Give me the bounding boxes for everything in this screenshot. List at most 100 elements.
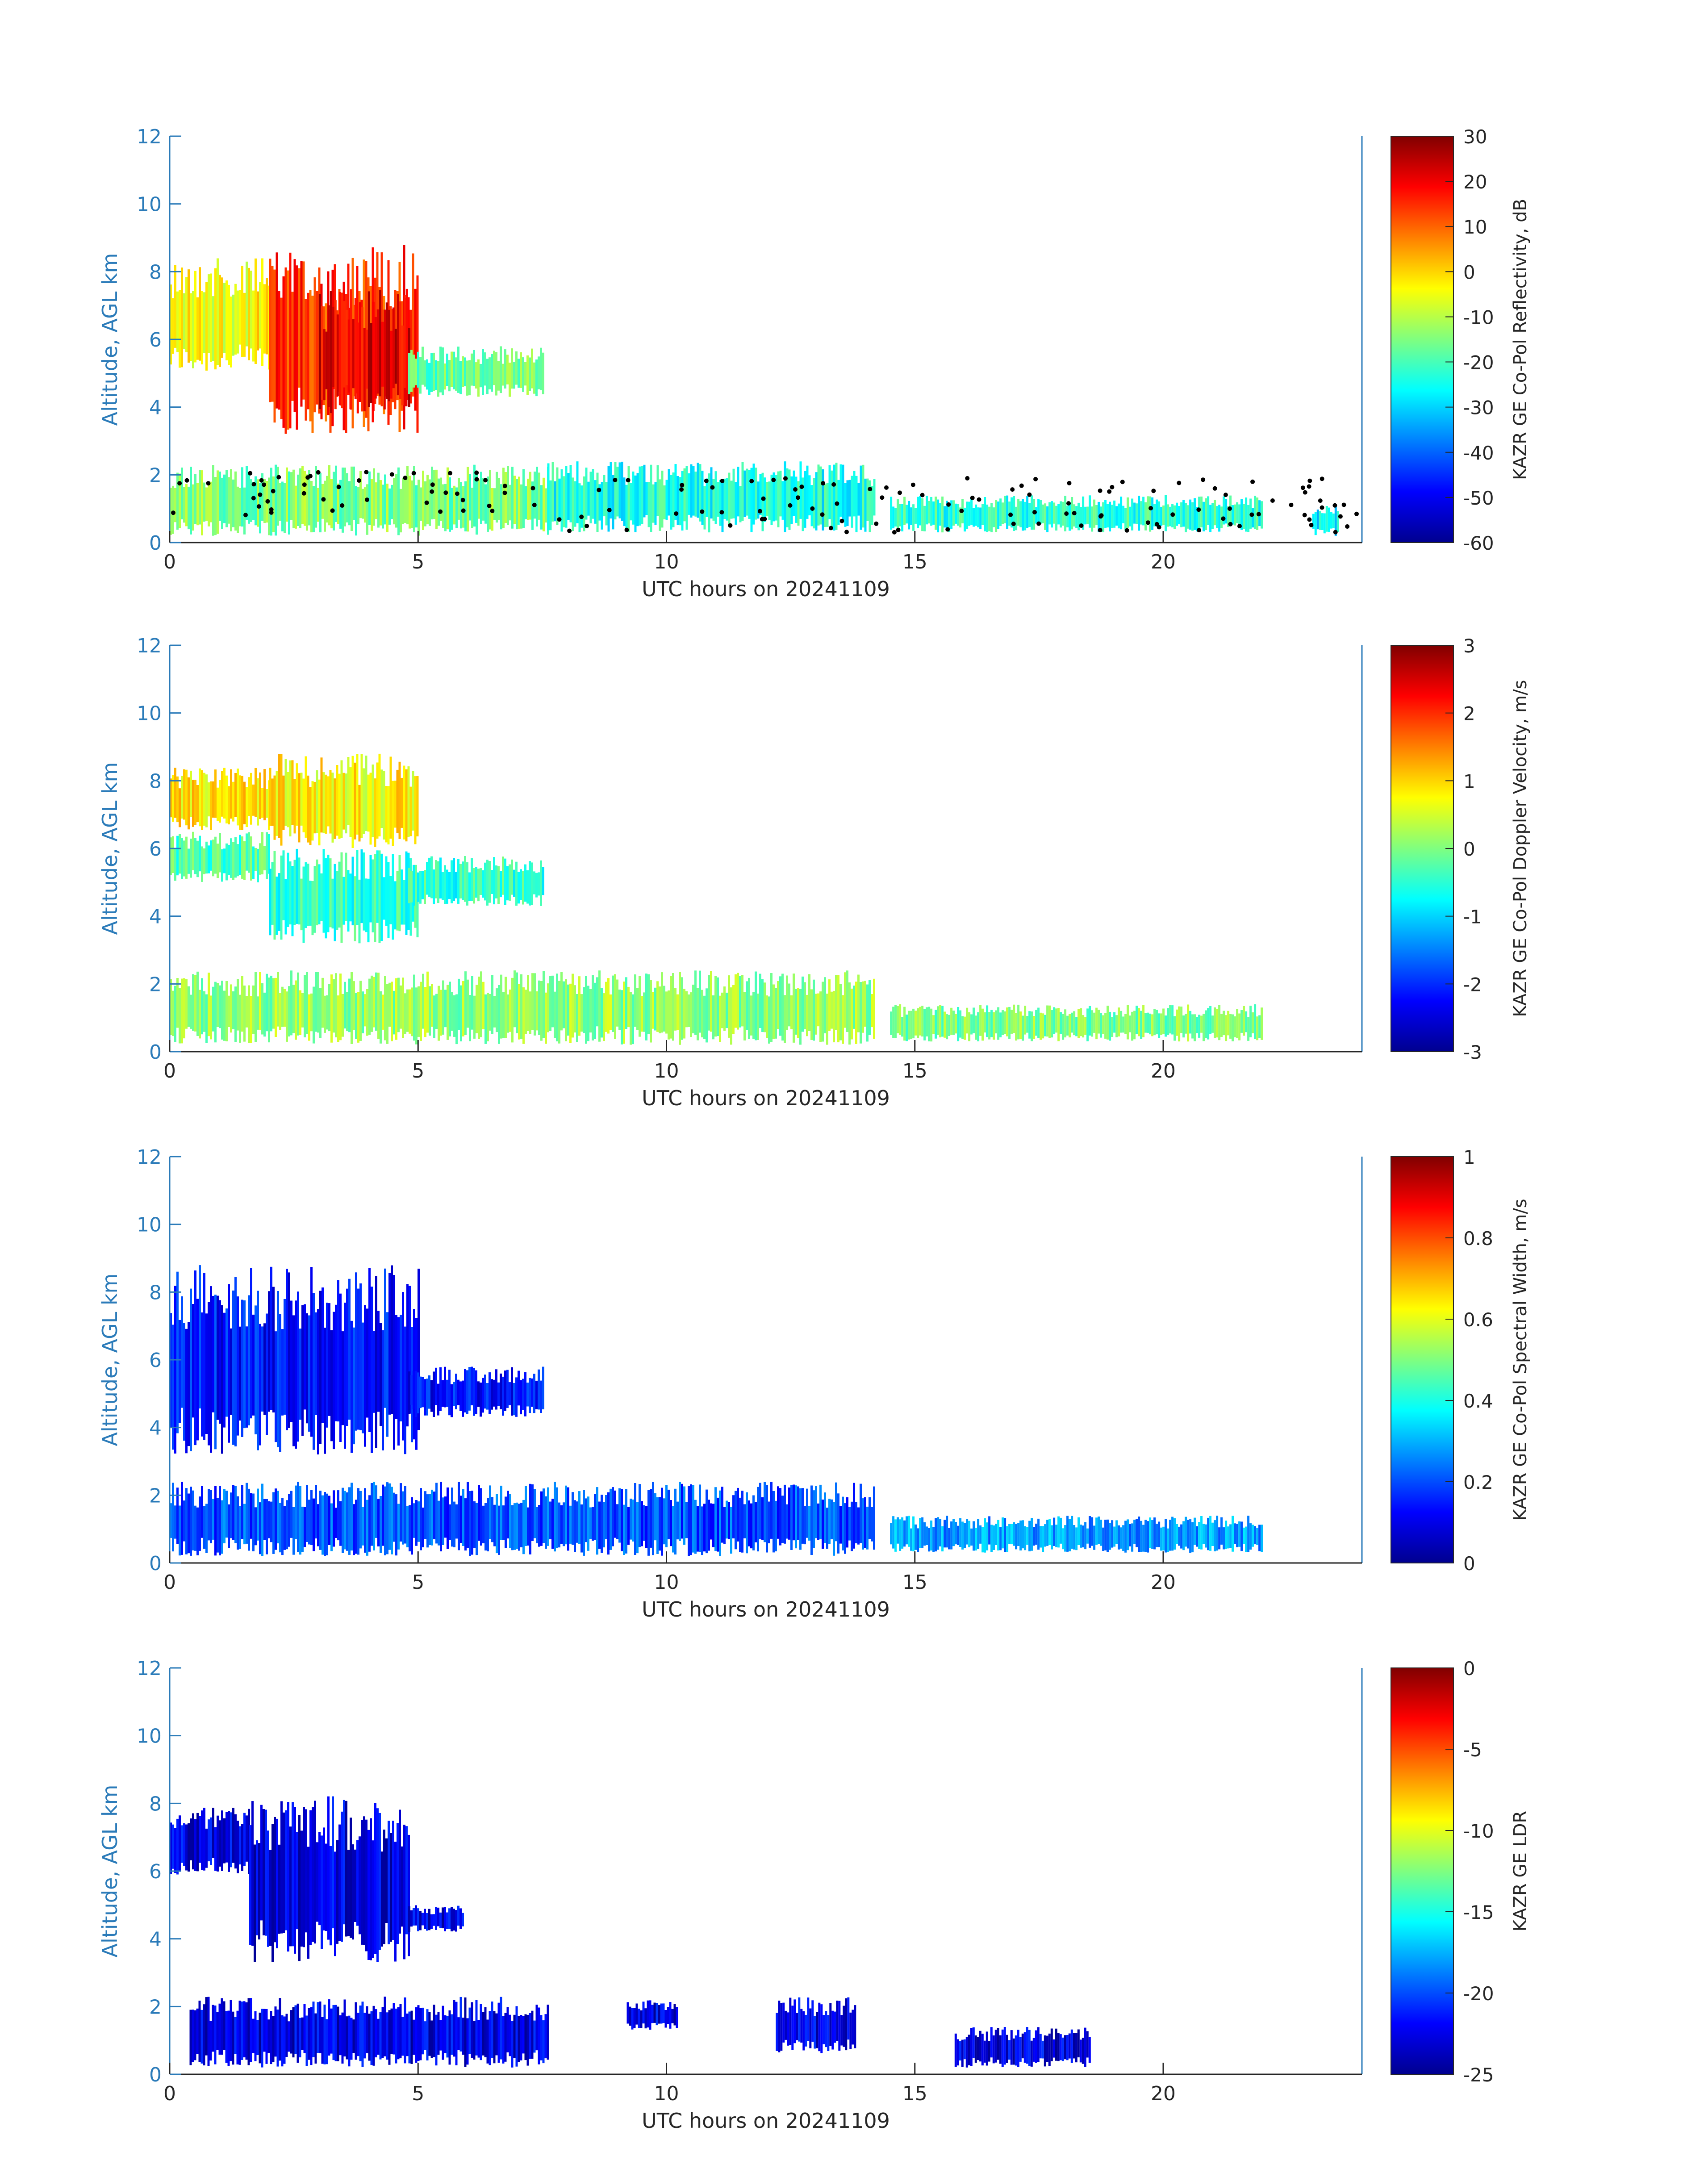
- heatmap-cell: [752, 464, 755, 525]
- heatmap-cell: [1109, 1523, 1111, 1550]
- heatmap-cell: [802, 2011, 805, 2051]
- heatmap-cell: [1048, 1005, 1051, 1038]
- heatmap-cell: [957, 1007, 960, 1041]
- heatmap-cell: [341, 2012, 344, 2064]
- heatmap-cell: [1196, 1526, 1199, 1547]
- heatmap-cell: [921, 1517, 924, 1548]
- heatmap-cell: [350, 2018, 353, 2060]
- heatmap-cell: [336, 314, 339, 396]
- heatmap-cell: [331, 878, 334, 929]
- heatmap-cell: [851, 1501, 853, 1551]
- heatmap-cell: [266, 1313, 268, 1435]
- heatmap-cell: [364, 1488, 366, 1553]
- heatmap-cell: [468, 1367, 471, 1411]
- heatmap-cell: [815, 472, 818, 531]
- heatmap-cell: [1046, 2035, 1048, 2062]
- heatmap-cell: [351, 1320, 353, 1453]
- heatmap-cell: [1198, 1015, 1201, 1038]
- heatmap-cell: [848, 480, 851, 517]
- heatmap-cell: [1093, 1525, 1096, 1550]
- heatmap-cell: [473, 2021, 476, 2060]
- heatmap-cell: [223, 990, 226, 1041]
- heatmap-cell: [358, 879, 361, 944]
- heatmap-cell: [223, 848, 226, 873]
- heatmap-cell: [1169, 1520, 1172, 1551]
- heatmap-cell: [999, 498, 1002, 526]
- heatmap-cell: [430, 1914, 433, 1929]
- heatmap-cell: [638, 2009, 640, 2028]
- heatmap-cell: [460, 985, 462, 1041]
- heatmap-cell: [426, 359, 428, 390]
- heatmap-cell: [367, 1830, 370, 1960]
- ceilometer-point: [243, 513, 248, 518]
- heatmap-cell: [437, 2012, 440, 2055]
- heatmap-cell: [246, 466, 248, 520]
- ceilometer-point: [1250, 479, 1255, 484]
- heatmap-cell: [241, 2002, 243, 2060]
- heatmap-cell: [354, 1849, 356, 1922]
- heatmap-cell: [359, 1836, 361, 1935]
- heatmap-cell: [793, 1999, 796, 2043]
- heatmap-cell: [176, 776, 179, 823]
- heatmap-cell: [208, 973, 210, 1036]
- heatmap-cell: [230, 984, 232, 1033]
- heatmap-cell: [442, 1907, 444, 1929]
- heatmap-cell: [386, 984, 388, 1044]
- heatmap-cell: [1200, 496, 1203, 527]
- heatmap-cell: [426, 2009, 429, 2060]
- heatmap-cell: [829, 2003, 832, 2046]
- heatmap-cell: [1024, 1526, 1027, 1550]
- heatmap-cell: [502, 1505, 505, 1540]
- heatmap-cell: [478, 976, 480, 1039]
- heatmap-cell: [170, 1313, 172, 1427]
- heatmap-cell: [864, 1497, 866, 1548]
- heatmap-cell: [935, 497, 937, 530]
- heatmap-cell: [297, 1482, 299, 1552]
- ceilometer-point: [674, 511, 679, 516]
- heatmap-cell: [263, 1499, 266, 1540]
- heatmap-cell: [307, 775, 309, 843]
- heatmap-cell: [468, 872, 471, 901]
- heatmap-cell: [194, 2010, 196, 2060]
- heatmap-cell: [388, 1483, 391, 1550]
- heatmap-cell: [272, 2016, 275, 2062]
- heatmap-cell: [181, 468, 183, 520]
- ceilometer-point: [884, 485, 889, 490]
- heatmap-cell: [218, 2003, 221, 2055]
- heatmap-cell: [1015, 2035, 1017, 2066]
- heatmap-cell: [728, 472, 731, 526]
- heatmap-cell: [257, 1488, 259, 1541]
- ceilometer-point: [626, 478, 631, 483]
- ceilometer-point: [831, 482, 836, 487]
- heatmap-cell: [650, 464, 652, 532]
- x-axis-label: UTC hours on 20241109: [642, 1086, 890, 1110]
- heatmap-cell: [491, 1497, 493, 1542]
- heatmap-cell: [1104, 1013, 1107, 1039]
- heatmap-cell: [1095, 1517, 1098, 1545]
- heatmap-cell: [828, 1499, 831, 1544]
- heatmap-cell: [489, 994, 491, 1031]
- heatmap-cell: [1214, 500, 1216, 526]
- heatmap-cell: [1113, 500, 1116, 528]
- heatmap-cell: [290, 2010, 292, 2054]
- heatmap-cell: [761, 1497, 764, 1540]
- heatmap-cell: [558, 981, 560, 1044]
- heatmap-cell: [899, 504, 902, 526]
- heatmap-cell: [959, 2041, 961, 2061]
- heatmap-cell: [926, 496, 928, 525]
- heatmap-cell: [1017, 1004, 1020, 1040]
- heatmap-cell: [413, 1503, 415, 1538]
- heatmap-cell: [839, 464, 842, 517]
- heatmap-cell: [743, 1504, 746, 1538]
- heatmap-cell: [569, 1505, 572, 1544]
- heatmap-cell: [1225, 1521, 1228, 1549]
- heatmap-cell: [282, 775, 285, 830]
- heatmap-cell: [820, 2004, 823, 2053]
- heatmap-cell: [1252, 508, 1254, 528]
- heatmap-cell: [308, 2008, 310, 2060]
- heatmap-cell: [1044, 2035, 1046, 2067]
- heatmap-cell: [912, 1008, 915, 1039]
- heatmap-cell: [363, 2013, 366, 2059]
- heatmap-cell: [379, 290, 381, 397]
- heatmap-cell: [630, 483, 632, 521]
